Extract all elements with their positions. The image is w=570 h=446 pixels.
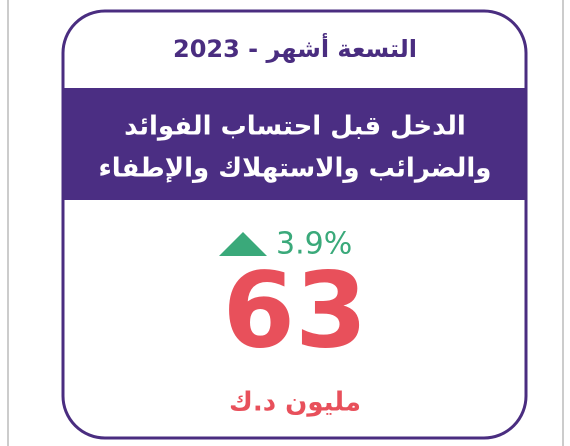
title-line: والضرائب والاستهلاك والإطفاء [99,154,492,184]
period: التسعة أشهر - 2023 [173,33,417,63]
title-band [64,88,525,200]
unit: مليون د.ك [229,388,361,418]
card-border [61,9,528,440]
card: التسعة أشهر - 2023 الدخل قبل احتساب الفو… [61,9,528,440]
title-line: الدخل قبل احتساب الفوائد [124,112,466,142]
value: 63 [223,249,368,371]
up-arrow [219,232,267,256]
change: 3.9% [276,227,352,262]
